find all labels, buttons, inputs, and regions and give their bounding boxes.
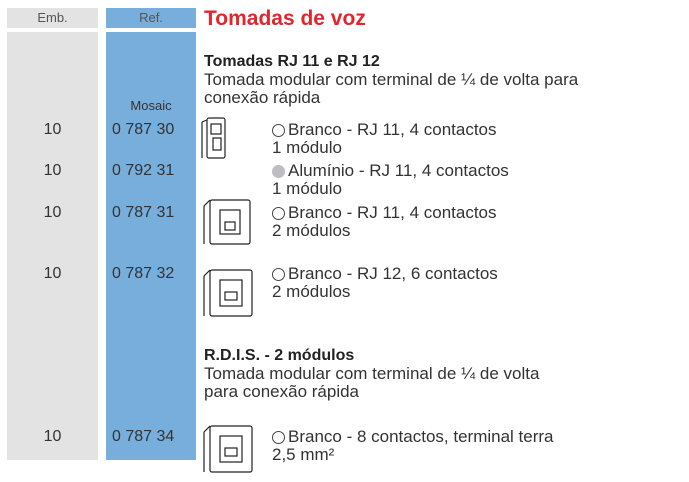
item-size: 2 módulos — [272, 282, 351, 301]
section-description: para conexão rápida — [204, 382, 360, 401]
emb-column — [7, 32, 98, 460]
socket-icon-2-modules — [203, 425, 253, 473]
emb: 10 — [43, 204, 62, 221]
section-description: Tomada modular com terminal de ¼ de volt… — [204, 364, 540, 383]
ref: 0 792 31 — [112, 162, 175, 179]
item-size: 2,5 mm² — [272, 445, 335, 464]
ref: 0 787 32 — [112, 265, 175, 282]
finish-dot — [272, 124, 285, 137]
emb: 10 — [43, 265, 62, 282]
item-description: Branco - RJ 11, 4 contactos — [288, 203, 497, 222]
emb-header: Emb. — [7, 8, 98, 28]
finish-dot — [272, 431, 285, 444]
section-title: R.D.I.S. - 2 módulos — [204, 347, 355, 364]
ref: 0 787 31 — [112, 204, 175, 221]
ref-header: Ref. — [106, 8, 196, 28]
section-description: Tomada modular com terminal de ¼ de volt… — [204, 70, 579, 89]
item-description: Branco - RJ 11, 4 contactos — [288, 120, 497, 139]
finish-dot — [272, 207, 285, 220]
item-description: Alumínio - RJ 11, 4 contactos — [288, 161, 509, 180]
item-description: Branco - RJ 12, 6 contactos — [288, 264, 498, 283]
page-title: Tomadas de voz — [204, 7, 366, 30]
item-description: Branco - 8 contactos, terminal terra — [288, 427, 554, 446]
socket-icon-2-modules — [203, 199, 251, 245]
finish-dot — [272, 165, 285, 178]
section-description: conexão rápida — [204, 88, 321, 107]
section-title: Tomadas RJ 11 e RJ 12 — [204, 53, 380, 70]
item-size: 2 módulos — [272, 221, 351, 240]
ref-column — [106, 32, 196, 460]
ref: 0 787 34 — [112, 428, 175, 445]
ref: 0 787 30 — [112, 121, 175, 138]
range-label: Mosaic — [130, 98, 172, 113]
emb: 10 — [43, 162, 62, 179]
emb: 10 — [43, 121, 62, 138]
item-size: 1 módulo — [272, 138, 342, 157]
socket-icon-2-modules — [203, 269, 253, 317]
socket-icon-1-module — [201, 117, 226, 159]
finish-dot — [272, 268, 285, 281]
item-size: 1 módulo — [272, 179, 342, 198]
emb: 10 — [43, 428, 62, 445]
